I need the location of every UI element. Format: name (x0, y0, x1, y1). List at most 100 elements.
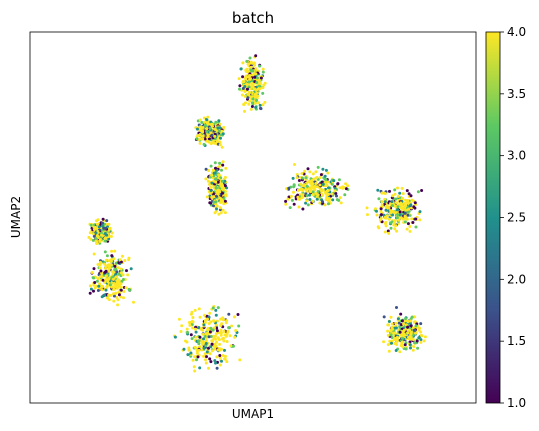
scatter-point (253, 63, 256, 67)
scatter-point (198, 141, 202, 145)
scatter-point (254, 72, 258, 76)
scatter-point (293, 163, 296, 166)
scatter-point (104, 269, 108, 273)
scatter-point (191, 326, 195, 330)
scatter-point (292, 202, 296, 206)
scatter-point (213, 134, 217, 138)
scatter-point (315, 197, 319, 201)
scatter-point (219, 211, 223, 215)
scatter-points (87, 54, 427, 373)
scatter-point (401, 331, 404, 335)
scatter-point (261, 103, 265, 107)
scatter-point (106, 296, 110, 300)
scatter-point (256, 87, 260, 91)
scatter-point (98, 263, 102, 267)
colorbar-tick-label: 1.0 (507, 396, 526, 410)
scatter-point (187, 321, 191, 324)
scatter-point (255, 98, 259, 102)
scatter-point (422, 339, 426, 343)
scatter-point (390, 322, 394, 326)
scatter-point (197, 326, 200, 330)
scatter-point (338, 196, 342, 200)
scatter-point (98, 282, 102, 286)
scatter-point (194, 335, 198, 339)
scatter-point (208, 311, 212, 315)
scatter-point (320, 193, 324, 197)
scatter-point (402, 329, 406, 332)
scatter-point (249, 61, 253, 65)
scatter-point (129, 267, 133, 271)
scatter-point (200, 134, 204, 138)
scatter-point (92, 289, 95, 293)
scatter-point (250, 105, 254, 108)
scatter-point (388, 189, 391, 193)
scatter-point (104, 236, 108, 239)
scatter-point (321, 182, 325, 186)
scatter-point (238, 358, 242, 362)
scatter-point (236, 313, 240, 316)
scatter-point (393, 342, 397, 345)
scatter-point (393, 192, 397, 196)
scatter-point (409, 346, 412, 350)
scatter-point (314, 182, 318, 185)
scatter-point (397, 218, 401, 222)
scatter-point (419, 340, 423, 344)
scatter-point (323, 203, 327, 207)
scatter-point (398, 206, 402, 210)
scatter-point (219, 328, 223, 332)
scatter-point (396, 186, 399, 190)
scatter-point (103, 250, 107, 254)
scatter-point (202, 346, 206, 350)
scatter-point (120, 279, 124, 283)
scatter-point (375, 209, 378, 213)
scatter-point (101, 217, 105, 221)
scatter-point (394, 197, 398, 201)
scatter-point (390, 339, 394, 343)
scatter-point (193, 327, 197, 331)
scatter-point (301, 207, 305, 211)
scatter-point (313, 184, 317, 188)
scatter-point (122, 290, 126, 293)
scatter-point (110, 249, 114, 253)
scatter-point (315, 176, 319, 179)
scatter-point (189, 351, 193, 355)
scatter-point (288, 206, 292, 210)
scatter-point (331, 198, 335, 202)
scatter-point (224, 166, 228, 170)
scatter-point (229, 344, 233, 348)
scatter-point (101, 284, 104, 288)
scatter-point (247, 64, 251, 67)
scatter-point (413, 206, 417, 210)
scatter-point (90, 271, 94, 274)
scatter-point (232, 344, 235, 348)
scatter-point (121, 273, 125, 277)
scatter-point (403, 214, 407, 218)
scatter-point (258, 64, 262, 68)
scatter-point (220, 168, 223, 172)
scatter-point (103, 262, 107, 266)
scatter-point (191, 358, 195, 362)
scatter-point (327, 186, 330, 190)
scatter-point (202, 354, 206, 358)
scatter-point (205, 355, 208, 359)
scatter-point (211, 168, 215, 172)
scatter-point (98, 260, 102, 264)
scatter-point (189, 333, 193, 337)
scatter-point (202, 120, 206, 124)
scatter-point (92, 267, 96, 271)
scatter-point (218, 342, 222, 346)
scatter-point (404, 323, 408, 327)
x-axis-label: UMAP1 (232, 407, 274, 421)
scatter-point (387, 320, 391, 323)
scatter-point (285, 187, 289, 191)
scatter-point (222, 329, 226, 333)
scatter-point (389, 226, 393, 230)
scatter-point (239, 67, 243, 71)
scatter-point (286, 197, 290, 201)
scatter-point (254, 54, 258, 58)
scatter-point (395, 340, 399, 343)
scatter-point (192, 365, 196, 369)
scatter-point (396, 195, 400, 198)
scatter-point (404, 208, 408, 212)
scatter-point (199, 327, 203, 331)
